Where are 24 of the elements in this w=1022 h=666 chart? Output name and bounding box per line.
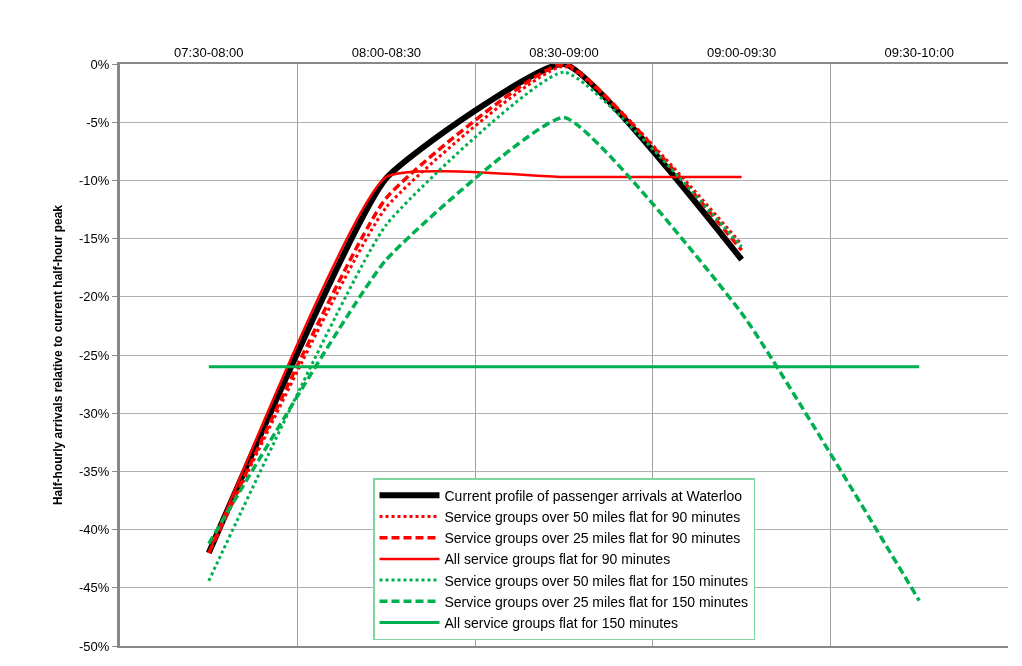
legend-label: Service groups over 25 miles flat for 90 minutes <box>444 530 741 547</box>
y-tick-label: -45% <box>79 580 110 596</box>
x-tick-label: 07:30-08:00 <box>174 44 244 60</box>
y-tick-label: -5% <box>86 114 110 130</box>
y-axis-title: Half-hourly arrivals relative to current half-hour peak <box>51 204 66 506</box>
y-tick-label: 0% <box>90 56 110 72</box>
x-tick-label: 09:30-10:00 <box>884 44 954 60</box>
x-tick-label: 08:30-09:00 <box>529 44 599 60</box>
y-tick-label: -35% <box>79 463 110 479</box>
legend-label: Service groups over 50 miles flat for 150 minutes <box>444 572 748 589</box>
y-tick-label: -10% <box>79 172 110 188</box>
y-tick-label: -15% <box>79 231 110 247</box>
legend-label: All service groups flat for 90 minutes <box>444 551 671 568</box>
y-tick-label: -30% <box>79 405 110 421</box>
legend-label: Service groups over 25 miles flat for 150 minutes <box>444 593 748 610</box>
legend-label: Current profile of passenger arrivals at Waterloo <box>444 487 743 504</box>
legend-label: All service groups flat for 150 minutes <box>444 614 678 631</box>
y-tick-label: -20% <box>79 289 110 305</box>
y-tick-label: -25% <box>79 347 110 363</box>
y-tick-label: -40% <box>79 522 110 538</box>
y-tick-label: -50% <box>79 638 110 654</box>
x-tick-label: 08:00-08:30 <box>351 44 422 60</box>
legend-label: Service groups over 50 miles flat for 90 minutes <box>444 508 741 525</box>
x-tick-label: 09:00-09:30 <box>706 44 777 60</box>
